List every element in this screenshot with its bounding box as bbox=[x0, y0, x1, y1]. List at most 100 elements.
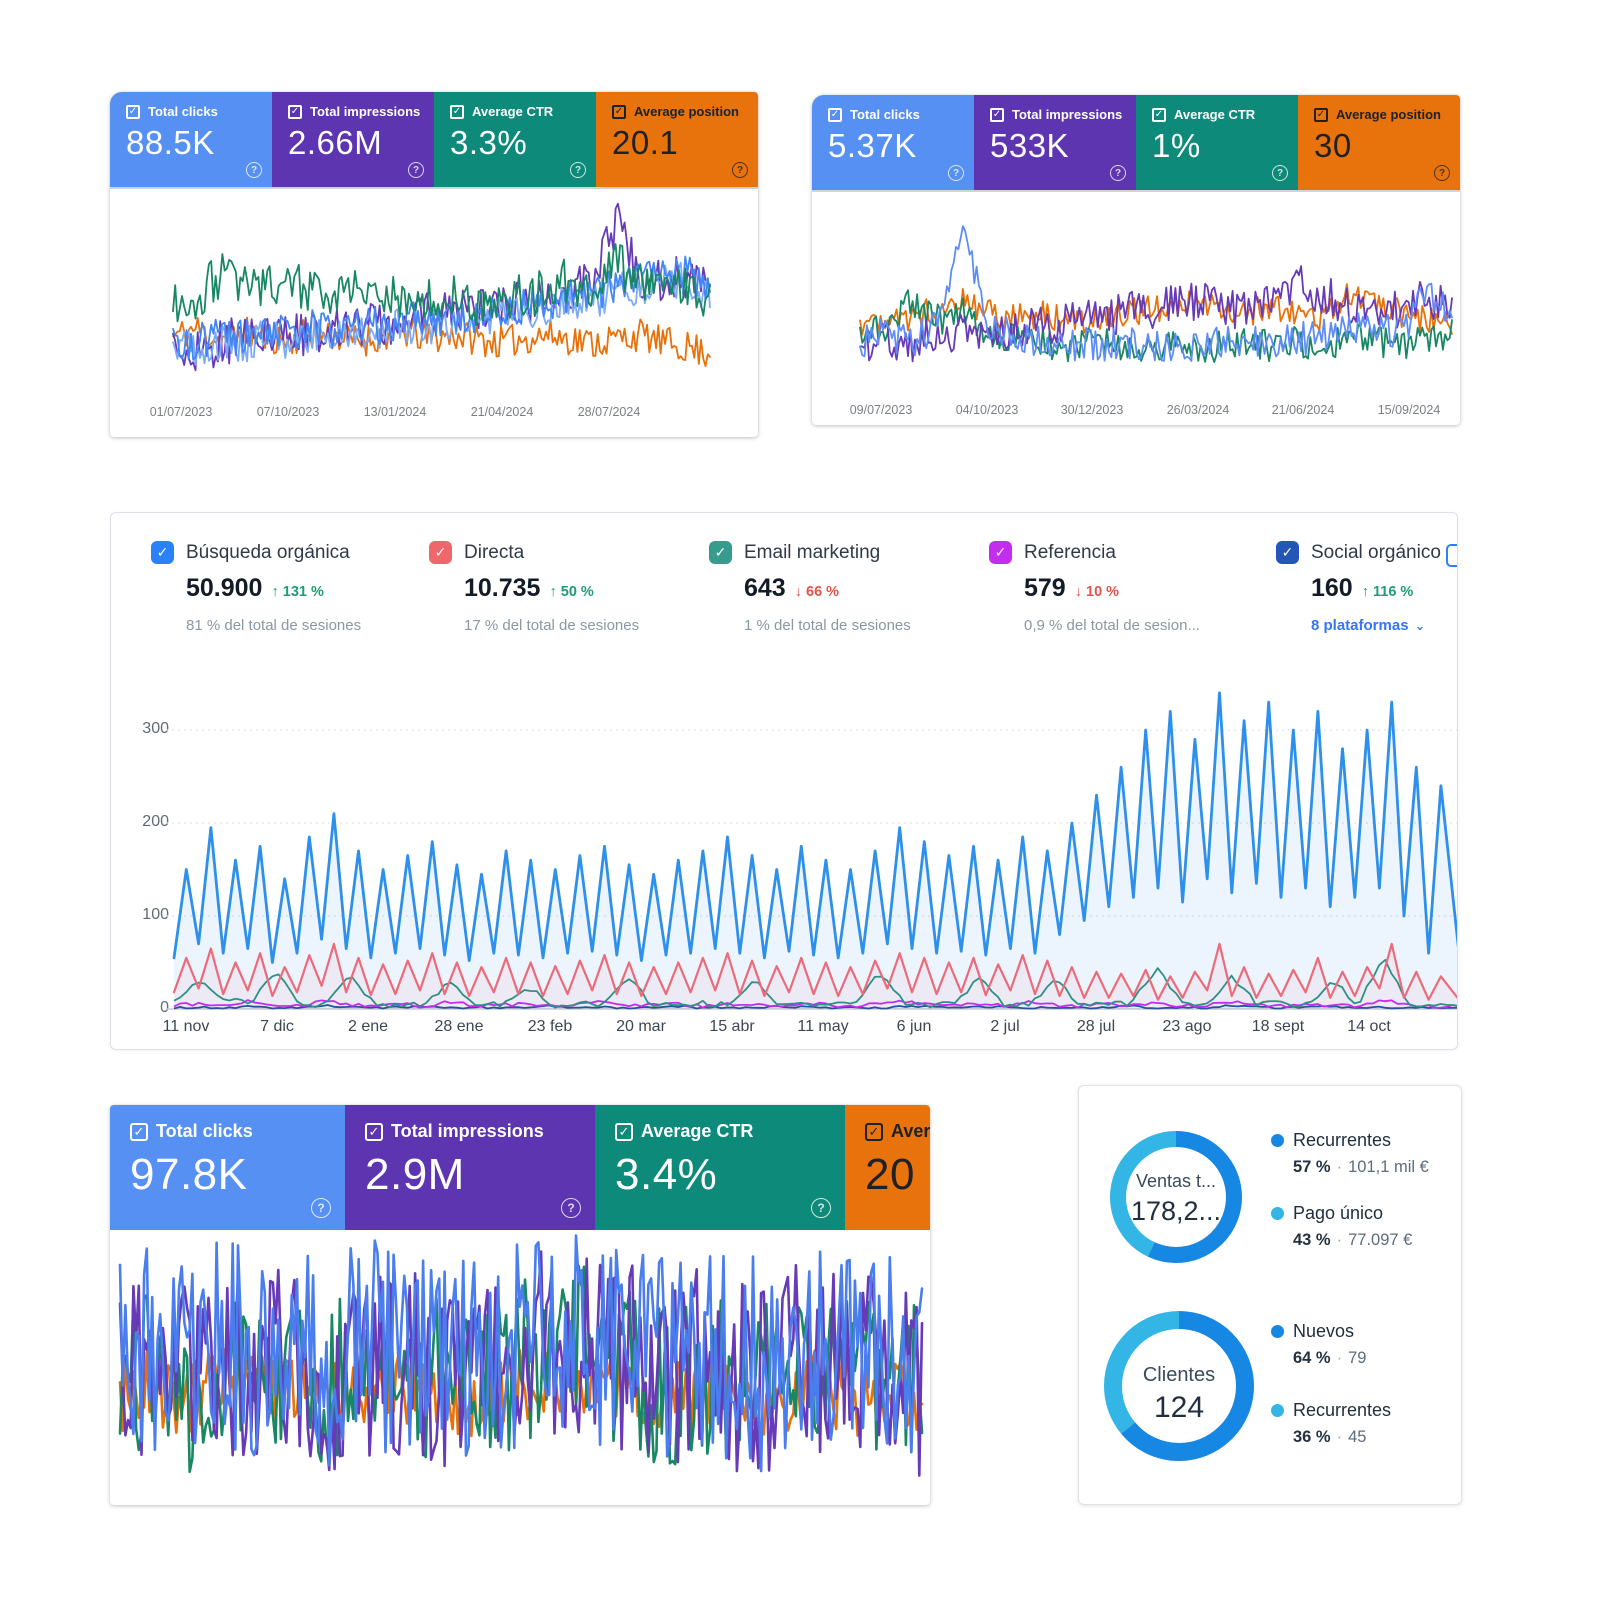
help-icon[interactable]: ? bbox=[561, 1198, 581, 1218]
source-label: Email marketing bbox=[744, 541, 881, 563]
metric-card-average-ctr[interactable]: ✓ Average CTR 3.4%? bbox=[595, 1105, 845, 1230]
metric-card-average-ctr[interactable]: ✓ Average CTR 3.3%? bbox=[434, 92, 596, 187]
help-icon[interactable]: ? bbox=[246, 162, 262, 178]
legend-label: Nuevos bbox=[1293, 1321, 1355, 1341]
help-icon[interactable]: ? bbox=[408, 162, 424, 178]
legend-item-recurrentes: Recurrentes 57 % · 101,1 mil € bbox=[1271, 1130, 1429, 1177]
help-icon[interactable]: ? bbox=[570, 162, 586, 178]
source-busqueda-organica[interactable]: ✓ Búsqueda orgánica 50.900 ↑ 131 % 81 % … bbox=[151, 541, 419, 634]
metric-checkbox-icon[interactable]: ✓ bbox=[612, 104, 626, 119]
sales-legend: Recurrentes 57 % · 101,1 mil € Pago único … bbox=[1271, 1130, 1429, 1250]
source-value: 160 bbox=[1311, 574, 1353, 602]
metric-checkbox-icon[interactable]: ✓ bbox=[365, 1122, 383, 1141]
date-tick-label: 30/12/2023 bbox=[1060, 403, 1124, 417]
x-tick-label: 11 may bbox=[797, 1018, 849, 1035]
source-value: 643 bbox=[744, 574, 786, 602]
source-label: Búsqueda orgánica bbox=[186, 541, 350, 563]
metric-card-total-impressions[interactable]: ✓ Total impressions 533K? bbox=[974, 95, 1136, 190]
metric-checkbox-icon[interactable]: ✓ bbox=[450, 104, 464, 119]
search-console-panel-2: ✓ Total clicks 5.37K? ✓ Total impressions 533… bbox=[812, 95, 1460, 425]
metric-checkbox-icon[interactable]: ✓ bbox=[990, 107, 1004, 122]
help-icon[interactable]: ? bbox=[811, 1198, 831, 1218]
dot-separator: · bbox=[1336, 1231, 1343, 1249]
metric-card-total-impressions[interactable]: ✓ Total impressions 2.66M? bbox=[272, 92, 434, 187]
line-chart-canvas bbox=[859, 225, 1453, 364]
source-directa[interactable]: ✓ Directa 10.735 ↑ 50 % 17 % del total d… bbox=[429, 541, 697, 634]
help-icon[interactable]: ? bbox=[1434, 165, 1450, 181]
help-icon[interactable]: ? bbox=[948, 165, 964, 181]
trend-delta: ↓ 66 % bbox=[795, 584, 839, 600]
metric-value: 533K bbox=[990, 127, 1070, 164]
metric-label: Average CTR bbox=[472, 104, 554, 119]
date-tick-label: 21/04/2024 bbox=[470, 405, 534, 419]
checkbox-busqueda-organica-icon[interactable]: ✓ bbox=[151, 541, 174, 564]
x-tick-label: 11 nov bbox=[162, 1018, 210, 1035]
metric-label: Total impressions bbox=[391, 1121, 544, 1141]
metric-value: 1% bbox=[1152, 127, 1201, 164]
source-label: Social orgánico bbox=[1311, 541, 1441, 563]
metric-card-total-impressions[interactable]: ✓ Total impressions 2.9M? bbox=[345, 1105, 595, 1230]
trend-arrow-icon: ↓ bbox=[794, 584, 802, 600]
metric-value: 3.4% bbox=[615, 1150, 718, 1199]
legend-dot-icon bbox=[1271, 1134, 1284, 1147]
metric-checkbox-icon[interactable]: ✓ bbox=[615, 1122, 633, 1141]
legend-amount: 45 bbox=[1348, 1428, 1367, 1446]
trend-delta: ↑ 50 % bbox=[549, 584, 593, 600]
metric-checkbox-icon[interactable]: ✓ bbox=[130, 1122, 148, 1141]
help-icon[interactable]: ? bbox=[1110, 165, 1126, 181]
metric-label: Total clicks bbox=[156, 1121, 253, 1141]
date-tick-label: 28/07/2024 bbox=[577, 405, 641, 419]
metric-cards-row: ✓ Total clicks 97.8K? ✓ Total impressions 2.9… bbox=[110, 1105, 930, 1230]
metric-checkbox-icon[interactable]: ✓ bbox=[1314, 107, 1328, 122]
legend-amount: 77.097 € bbox=[1348, 1231, 1413, 1249]
dot-separator: · bbox=[1336, 1349, 1343, 1367]
trend-arrow-icon: ↑ bbox=[549, 584, 557, 600]
performance-chart bbox=[110, 1230, 930, 1505]
x-tick-label: 15 abr bbox=[709, 1018, 755, 1035]
metric-card-total-clicks[interactable]: ✓ Total clicks 97.8K? bbox=[110, 1105, 345, 1230]
help-icon[interactable]: ? bbox=[311, 1198, 331, 1218]
date-tick-label: 13/01/2024 bbox=[363, 405, 427, 419]
checkbox-email-marketing-icon[interactable]: ✓ bbox=[709, 541, 732, 564]
x-tick-label: 2 jul bbox=[990, 1018, 1020, 1035]
source-value: 50.900 bbox=[186, 574, 263, 602]
source-email-marketing[interactable]: ✓ Email marketing 643 ↓ 66 % 1 % del tot… bbox=[709, 541, 977, 634]
trend-pct: 116 % bbox=[1373, 584, 1414, 600]
metric-label: Total clicks bbox=[850, 107, 920, 122]
x-tick-label: 23 ago bbox=[1162, 1018, 1212, 1035]
platforms-dropdown[interactable]: 8 plataformas ⌄ bbox=[1311, 617, 1425, 634]
metric-card-average-position[interactable]: ✓ Average position 20.1? bbox=[596, 92, 758, 187]
date-tick-label: 07/10/2023 bbox=[256, 405, 320, 419]
checkbox-social-organico-icon[interactable]: ✓ bbox=[1276, 541, 1299, 564]
date-tick-label: 09/07/2023 bbox=[849, 403, 913, 417]
metric-checkbox-icon[interactable]: ✓ bbox=[126, 104, 140, 119]
metric-checkbox-icon[interactable]: ✓ bbox=[828, 107, 842, 122]
legend-pct: 64 % bbox=[1293, 1349, 1331, 1367]
metric-card-average-position[interactable]: ✓ Average position 30? bbox=[1298, 95, 1460, 190]
legend-item-nuevos: Nuevos 64 % · 79 bbox=[1271, 1321, 1391, 1368]
metric-checkbox-icon[interactable]: ✓ bbox=[1152, 107, 1166, 122]
platforms-dropdown-label: 8 plataformas bbox=[1311, 617, 1409, 634]
search-console-panel-3: ✓ Total clicks 97.8K? ✓ Total impressions 2.9… bbox=[110, 1105, 930, 1505]
metric-checkbox-icon[interactable]: ✓ bbox=[288, 104, 302, 119]
checkbox-directa-icon[interactable]: ✓ bbox=[429, 541, 452, 564]
metric-card-total-clicks[interactable]: ✓ Total clicks 88.5K? bbox=[110, 92, 272, 187]
source-social-organico[interactable]: ✓ Social orgánico 160 ↑ 116 % 8 platafor… bbox=[1276, 541, 1457, 635]
metric-card-average-ctr[interactable]: ✓ Average CTR 1%? bbox=[1136, 95, 1298, 190]
legend-dot-icon bbox=[1271, 1325, 1284, 1338]
metric-value: 5.37K bbox=[828, 127, 917, 164]
metric-checkbox-icon[interactable]: ✓ bbox=[865, 1122, 883, 1141]
dot-separator: · bbox=[1336, 1428, 1343, 1446]
truncated-source-checkbox[interactable] bbox=[1446, 544, 1457, 567]
checkbox-referencia-icon[interactable]: ✓ bbox=[989, 541, 1012, 564]
metric-value: 97.8K bbox=[130, 1150, 248, 1199]
trend-arrow-icon: ↑ bbox=[271, 584, 279, 600]
source-referencia[interactable]: ✓ Referencia 579 ↓ 10 % 0,9 % del total … bbox=[989, 541, 1257, 634]
metric-card-total-clicks[interactable]: ✓ Total clicks 5.37K? bbox=[812, 95, 974, 190]
source-value: 579 bbox=[1024, 574, 1066, 602]
help-icon[interactable]: ? bbox=[1272, 165, 1288, 181]
trend-arrow-icon: ↑ bbox=[1361, 584, 1369, 600]
help-icon[interactable]: ? bbox=[732, 162, 748, 178]
metric-value: 2.66M bbox=[288, 124, 383, 161]
